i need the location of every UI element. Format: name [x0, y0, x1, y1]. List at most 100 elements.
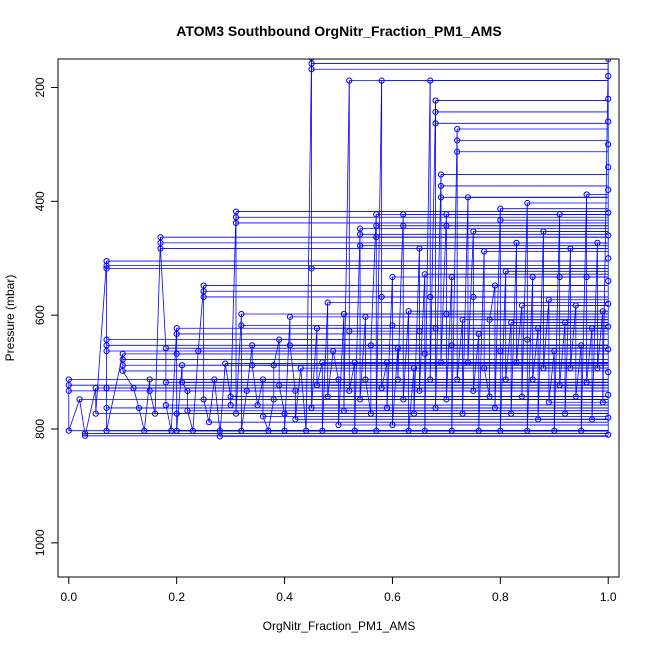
- series-line-segment: [402, 311, 410, 400]
- data-point: [373, 427, 380, 434]
- data-point: [313, 325, 321, 332]
- data-point: [103, 404, 110, 412]
- data-point: [400, 222, 407, 229]
- data-point: [481, 248, 488, 255]
- y-tick-label: 600: [33, 305, 47, 325]
- data-point: [605, 255, 612, 262]
- data-point: [432, 325, 439, 332]
- data-point: [470, 228, 477, 235]
- data-point: [405, 308, 412, 315]
- data-point: [346, 77, 353, 84]
- x-axis-label: OrgNitr_Fraction_PM1_AMS: [263, 619, 416, 633]
- data-point: [232, 219, 240, 227]
- series-line-segment: [445, 276, 453, 400]
- series-line-segment: [219, 363, 226, 437]
- series-line-segment: [321, 302, 329, 431]
- data-point: [313, 382, 321, 389]
- data-point: [227, 393, 234, 400]
- data-point: [356, 242, 364, 249]
- data-point: [529, 376, 536, 383]
- data-point: [394, 345, 401, 352]
- series-line-segment: [429, 100, 436, 380]
- data-point: [556, 382, 563, 389]
- plot-frame: [57, 58, 620, 578]
- data-point: [195, 347, 202, 355]
- data-point: [448, 427, 455, 434]
- data-point: [454, 148, 461, 155]
- data-point: [367, 342, 374, 349]
- data-point: [464, 194, 472, 201]
- data-point: [578, 342, 585, 349]
- data-point: [443, 310, 450, 318]
- data-point: [335, 376, 342, 383]
- data-point: [421, 271, 428, 278]
- data-point: [378, 384, 385, 392]
- data-point: [297, 364, 304, 372]
- data-point: [405, 427, 412, 434]
- data-point: [178, 379, 186, 386]
- data-point: [276, 382, 283, 389]
- data-point: [556, 211, 563, 218]
- data-point: [238, 427, 245, 434]
- data-point: [497, 205, 504, 212]
- data-point: [281, 427, 288, 434]
- data-point: [238, 322, 245, 329]
- data-point: [540, 228, 547, 235]
- series-line-segment: [267, 399, 275, 431]
- y-axis-label: Pressure (mbar): [3, 275, 17, 362]
- y-tick-label: 200: [33, 77, 47, 97]
- data-point: [605, 95, 612, 102]
- data-point: [173, 350, 180, 357]
- series-line-segment: [392, 348, 399, 426]
- data-point: [605, 323, 612, 330]
- data-point: [427, 376, 434, 383]
- data-point: [605, 414, 612, 421]
- data-point: [173, 410, 180, 417]
- data-point: [276, 336, 283, 343]
- data-point: [605, 277, 612, 285]
- data-point: [556, 273, 563, 281]
- data-point: [605, 300, 612, 307]
- data-point: [605, 141, 612, 148]
- data-point: [605, 368, 612, 376]
- data-point: [103, 257, 110, 265]
- data-point: [421, 427, 428, 434]
- data-point: [249, 362, 256, 369]
- data-point: [470, 387, 477, 394]
- series-line-segment: [273, 339, 280, 366]
- data-point: [103, 347, 110, 355]
- data-point: [259, 413, 267, 420]
- x-tick-label: 0.6: [384, 590, 401, 604]
- series-line-segment: [79, 399, 86, 434]
- data-point: [319, 359, 326, 366]
- data-point: [319, 427, 326, 434]
- data-point: [216, 433, 223, 440]
- data-point: [475, 427, 482, 434]
- series-lines: [68, 59, 609, 437]
- series-line-segment: [316, 362, 323, 386]
- data-point: [146, 376, 153, 383]
- series-line-segment: [230, 211, 237, 406]
- data-point: [356, 231, 364, 238]
- data-point: [437, 359, 445, 366]
- data-point: [464, 359, 472, 366]
- data-point: [599, 399, 606, 406]
- data-point: [346, 327, 353, 335]
- data-point: [81, 430, 89, 437]
- data-point: [351, 359, 358, 366]
- data-point: [513, 359, 520, 366]
- x-tick-label: 0.0: [60, 590, 77, 604]
- data-point: [497, 216, 504, 224]
- data-point: [146, 387, 153, 394]
- data-point: [324, 299, 331, 306]
- series-line-segment: [570, 305, 577, 369]
- series-line-segment: [462, 197, 469, 414]
- data-point: [513, 239, 520, 246]
- data-point: [470, 293, 477, 301]
- data-point: [594, 239, 601, 246]
- data-point: [427, 77, 434, 84]
- series-line-segment: [181, 382, 188, 392]
- data-point: [400, 211, 407, 218]
- series-line-segment: [370, 214, 377, 346]
- data-point: [270, 362, 277, 369]
